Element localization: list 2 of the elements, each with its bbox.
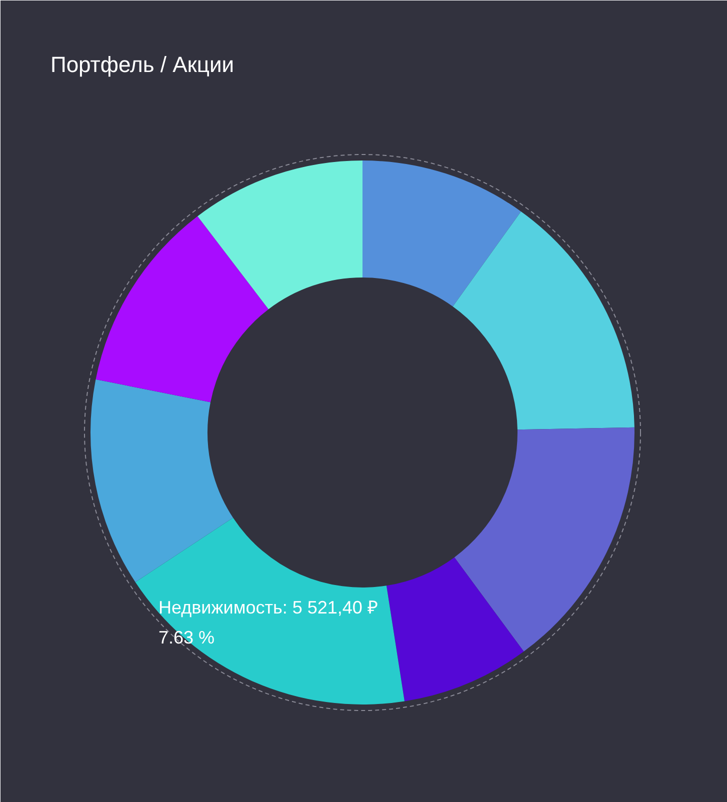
text: Недвижимость: 5 521,40 ₽: [158, 598, 378, 618]
chart-title: Портфель / Акции: [50, 52, 234, 77]
